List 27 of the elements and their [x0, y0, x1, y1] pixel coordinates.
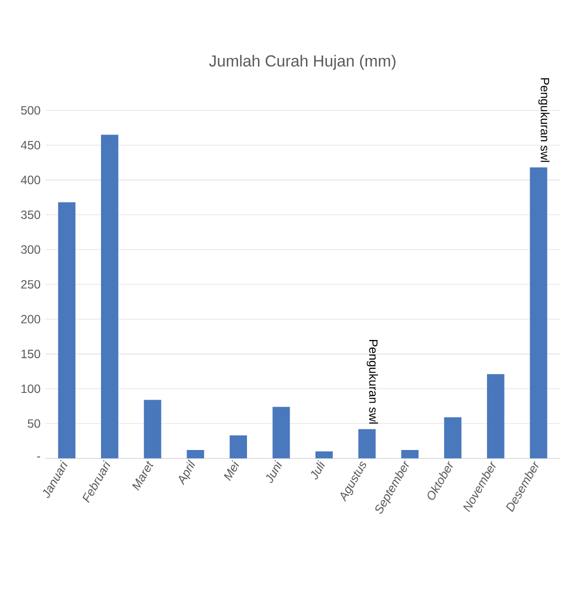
bar — [230, 435, 247, 458]
bar — [315, 451, 333, 458]
annotation: Pengukuran swl — [538, 78, 550, 162]
bar — [101, 134, 118, 458]
y-tick-label: 150 — [22, 350, 40, 358]
y-tick-label: 400 — [20, 176, 40, 184]
y-tick-label: 350 — [21, 210, 40, 219]
y-tick-label: 300 — [21, 245, 40, 254]
y-tick-label: 100 — [22, 384, 40, 393]
bar — [186, 450, 204, 458]
bar — [58, 202, 76, 458]
bar — [444, 417, 462, 458]
chart-title: Jumlah Curah Hujan (mm) — [209, 54, 396, 70]
y-tick-label: 450 — [20, 140, 40, 150]
y-tick-label: 200 — [21, 314, 40, 324]
bar — [358, 429, 376, 458]
bar — [401, 450, 419, 458]
bar — [144, 400, 162, 458]
y-tick-label: 500 — [21, 106, 40, 115]
x-tick-label: Juli — [310, 460, 325, 480]
annotation: Pengukuran swl — [366, 340, 378, 424]
bar — [487, 374, 504, 458]
y-tick-label: 250 — [21, 280, 40, 289]
y-tick-label: - — [37, 456, 40, 458]
bar — [530, 167, 548, 458]
bar — [272, 406, 290, 458]
y-tick-label: 50 — [28, 419, 40, 428]
